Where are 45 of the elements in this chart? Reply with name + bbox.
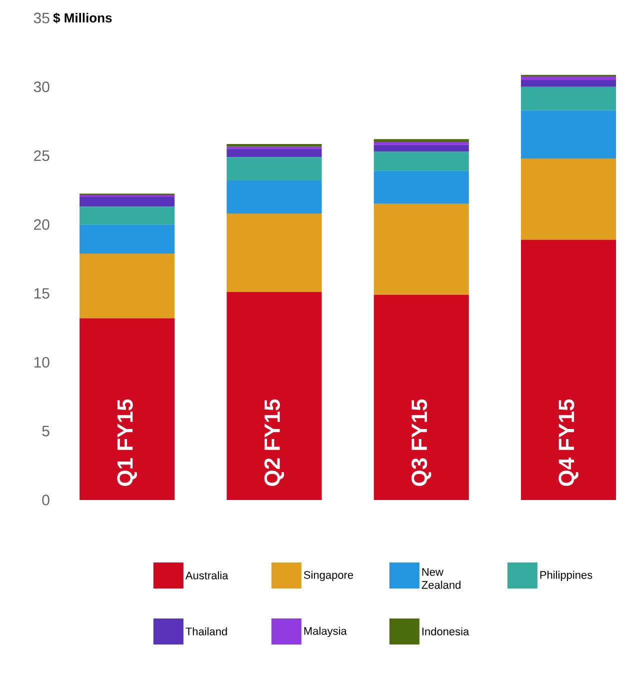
bar <box>80 194 175 198</box>
bar <box>374 294 469 500</box>
bar <box>520 76 616 80</box>
legend-label: New Zealand <box>422 568 460 589</box>
bar <box>374 142 469 145</box>
y-tick-label: 0 <box>42 494 50 506</box>
bar <box>80 318 175 500</box>
bar <box>520 86 616 110</box>
y-tick-label: 25 <box>34 150 50 162</box>
bar <box>226 144 322 147</box>
bar <box>374 152 469 171</box>
bar <box>80 224 175 254</box>
x-tick-label: Q1 FY15 <box>117 399 137 486</box>
bar <box>80 253 175 318</box>
bar <box>226 214 322 292</box>
bar <box>374 204 469 295</box>
y-tick-label: 35 <box>34 12 50 24</box>
bar <box>374 144 469 152</box>
legend-label: Singapore <box>304 570 354 582</box>
bar <box>520 240 616 500</box>
legend-label: Philippines <box>540 570 592 582</box>
bar <box>226 148 322 158</box>
bar <box>520 158 616 240</box>
x-tick-label: Q4 FY15 <box>558 399 578 486</box>
bar <box>226 292 322 500</box>
x-tick-label: Q3 FY15 <box>412 399 432 486</box>
bar <box>80 197 175 207</box>
bar <box>520 110 616 158</box>
legend-label: Indonesia <box>422 627 470 636</box>
y-tick-label: 20 <box>34 219 50 230</box>
x-tick-label: Q2 FY15 <box>264 399 284 486</box>
bar <box>226 180 322 214</box>
y-tick-label: 10 <box>34 356 50 368</box>
bar <box>226 157 322 180</box>
bar <box>374 139 469 142</box>
legend-label: Australia <box>185 571 228 580</box>
y-tick-label: 30 <box>34 82 50 92</box>
y-tick-label: 5 <box>42 426 50 436</box>
y-tick-label: 15 <box>34 288 50 299</box>
legend-label: Malaysia <box>304 626 347 638</box>
bar <box>520 80 616 87</box>
bar <box>374 170 469 204</box>
legend-label: Thailand <box>186 627 227 636</box>
y-axis-title: $ Millions <box>53 12 112 24</box>
bar <box>80 206 175 225</box>
